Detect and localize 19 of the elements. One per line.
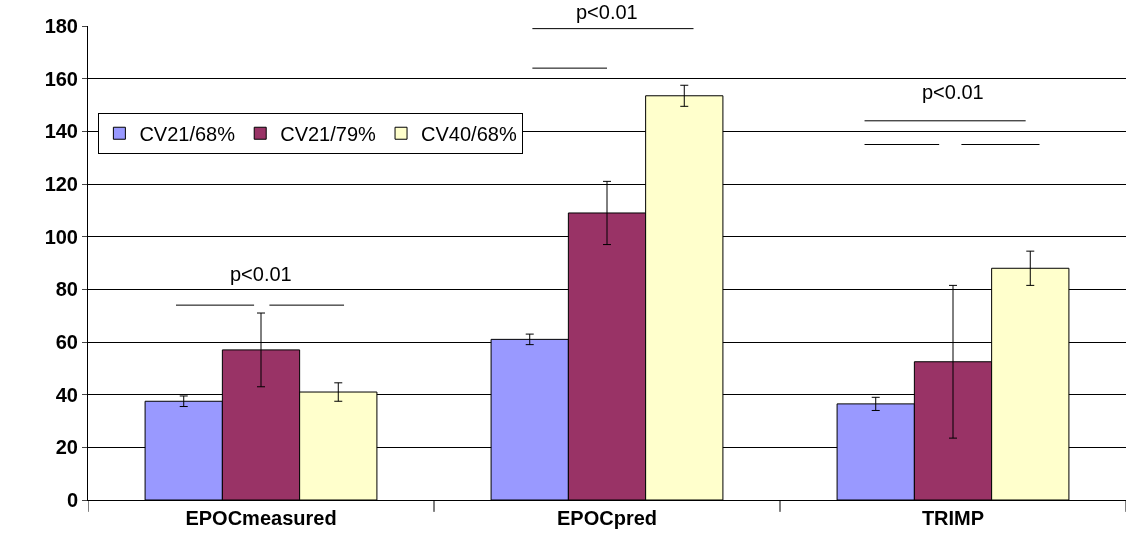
y-tick-label: 120 — [44, 173, 78, 195]
legend-label: CV40/68% — [421, 123, 517, 146]
legend-label: CV21/68% — [139, 123, 236, 146]
x-tick-label: EPOCpred — [556, 507, 658, 529]
x-tick-label: TRIMP — [921, 507, 985, 529]
y-tick-label: 40 — [55, 383, 78, 406]
y-tick-label: 0 — [66, 489, 78, 511]
legend-label: CV21/79% — [280, 123, 377, 146]
y-tick-label: 20 — [55, 436, 78, 459]
y-tick-label: 160 — [44, 67, 78, 90]
text: p<0.01 — [576, 1, 638, 23]
annotation: p<0.01 — [230, 263, 292, 285]
annotation: p<0.01 — [922, 81, 984, 103]
x-tick-label: EPOCmeasured — [185, 507, 337, 529]
y-tick-label: 100 — [44, 225, 78, 248]
y-tick-label: 80 — [55, 278, 78, 301]
y-tick-label: 140 — [44, 120, 78, 143]
y-tick-label: 60 — [55, 331, 78, 353]
y-tick-label: 180 — [44, 15, 78, 37]
